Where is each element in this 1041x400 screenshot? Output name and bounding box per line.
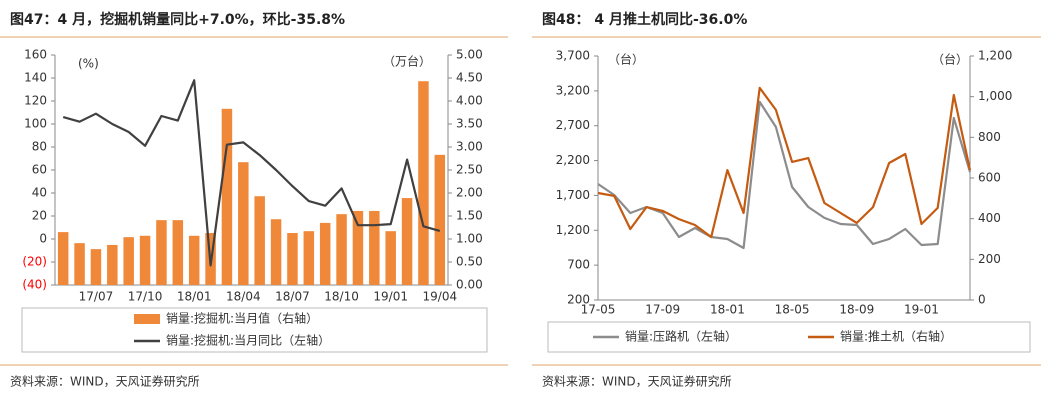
bar: [139, 235, 151, 285]
y-tick-label: (40): [22, 278, 47, 292]
bar: [336, 214, 347, 285]
legend-box: [547, 321, 1031, 353]
bar: [221, 108, 233, 285]
source: 资料来源：WIND，天风证券研究所: [10, 374, 200, 389]
chart-title: 图47：4 月，挖掘机销量同比+7.0%，环比-35.8%: [10, 11, 345, 28]
y-tick-label: 3,700: [556, 49, 590, 63]
y2-tick-label: 1,000: [978, 89, 1012, 103]
y2-tick-label: 400: [978, 211, 1001, 225]
y2-tick-label: 0.00: [456, 278, 483, 292]
bar: [270, 219, 282, 285]
y-unit: （台）: [608, 52, 644, 67]
x-tick-label: 18-09: [839, 303, 874, 317]
y-tick-label: 2,700: [556, 118, 590, 132]
y2-tick-label: 4.50: [456, 71, 483, 85]
y2-tick-label: 4.00: [456, 94, 483, 108]
bar: [107, 244, 118, 285]
y2-tick-label: 3.50: [456, 117, 483, 131]
legend-swatch: [134, 314, 160, 324]
x-tick-label: 19/04: [423, 290, 458, 304]
y2-tick-label: 200: [978, 252, 1001, 266]
x-tick-label: 18/07: [275, 290, 310, 304]
legend-label: 销量:压路机（左轴）: [625, 329, 737, 344]
x-tick-label: 18-05: [775, 303, 810, 317]
bar: [418, 81, 429, 285]
y2-tick-label: 1.50: [456, 209, 483, 223]
y-unit: (%): [78, 57, 99, 71]
bar: [123, 237, 134, 285]
y-tick-label: 1,200: [556, 223, 590, 237]
line: [597, 100, 972, 250]
bar: [74, 243, 85, 285]
x-tick-label: 18/01: [177, 290, 212, 304]
source: 资料来源：WIND，天风证券研究所: [542, 374, 732, 389]
y2-tick-label: 2.00: [456, 186, 483, 200]
bar: [90, 249, 102, 285]
y2-tick-label: 800: [978, 130, 1001, 144]
bar: [57, 232, 69, 285]
y-tick-label: 1,700: [556, 188, 590, 202]
y2-tick-label: 2.50: [456, 163, 483, 177]
bar: [352, 210, 364, 285]
bar: [254, 196, 265, 285]
y2-unit: （万台）: [383, 54, 431, 69]
y2-tick-label: 3.00: [456, 140, 483, 154]
x-tick-label: 18/10: [324, 290, 359, 304]
y2-tick-label: 1,200: [978, 49, 1012, 63]
y-tick-label: 200: [567, 293, 590, 307]
x-tick-label: 17-09: [645, 303, 680, 317]
bar: [319, 222, 331, 285]
y2-tick-label: 600: [978, 171, 1001, 185]
bar: [287, 233, 298, 285]
x-tick-label: 18/04: [226, 290, 261, 304]
y2-tick-label: 5.00: [456, 48, 483, 62]
bar: [369, 210, 380, 285]
bar: [188, 235, 200, 285]
chart-title: 图48： 4 月推土机同比-36.0%: [542, 11, 747, 28]
bar: [385, 231, 396, 285]
y-tick-label: 100: [24, 117, 47, 131]
x-tick-label: 18-01: [710, 303, 745, 317]
y-tick-label: 80: [32, 140, 47, 154]
bar: [238, 162, 249, 285]
y-tick-label: 20: [32, 209, 47, 223]
bar: [172, 220, 184, 285]
legend-label: 销量:挖掘机:当月同比（左轴）: [166, 333, 330, 348]
y-tick-label: 0: [39, 232, 47, 246]
x-tick-label: 19/01: [373, 290, 408, 304]
y-tick-label: 60: [32, 163, 47, 177]
x-tick-label: 17-05: [581, 303, 616, 317]
y-tick-label: 3,200: [556, 83, 590, 97]
y-tick-label: 160: [24, 48, 47, 62]
legend-box: [21, 307, 488, 353]
line: [597, 86, 972, 239]
y-tick-label: 2,200: [556, 153, 590, 167]
bar: [303, 231, 315, 285]
y-tick-label: (20): [22, 255, 47, 269]
x-tick-label: 17/07: [79, 290, 114, 304]
x-tick-label: 19-01: [904, 303, 939, 317]
y-tick-label: 700: [567, 258, 590, 272]
y2-tick-label: 0.50: [456, 255, 483, 269]
legend-label: 销量:挖掘机:当月值（右轴）: [166, 311, 318, 326]
bar: [401, 198, 413, 285]
y2-tick-label: 0: [978, 293, 986, 307]
y2-unit: （台）: [932, 52, 968, 67]
x-tick-label: 17/10: [128, 290, 163, 304]
bar: [434, 154, 446, 285]
legend-label: 销量:推土机（右轴）: [840, 329, 952, 344]
y2-tick-label: 1.00: [456, 232, 483, 246]
y-tick-label: 140: [24, 71, 47, 85]
bar: [156, 220, 167, 285]
y-tick-label: 40: [32, 186, 47, 200]
y-tick-label: 120: [24, 94, 47, 108]
line: [62, 79, 441, 267]
